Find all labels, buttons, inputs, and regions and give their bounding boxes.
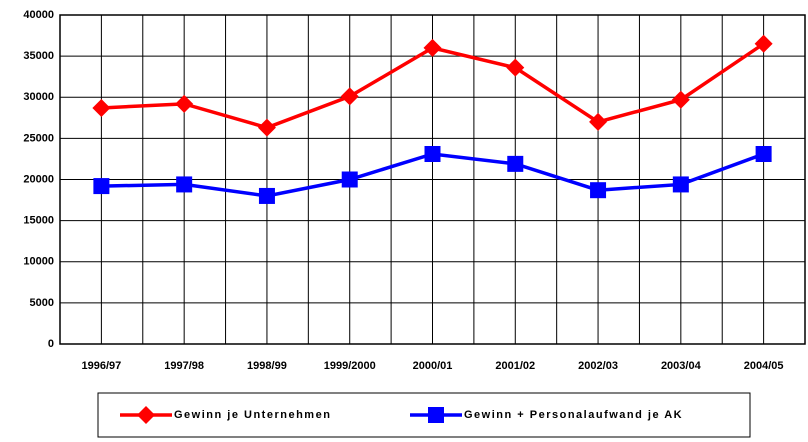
data-point bbox=[589, 112, 608, 131]
data-point bbox=[424, 146, 441, 163]
y-tick-label: 10000 bbox=[23, 256, 54, 268]
y-tick-label: 5000 bbox=[30, 297, 54, 309]
legend-marker bbox=[137, 406, 155, 424]
x-tick-label: 1999/2000 bbox=[324, 360, 376, 372]
x-tick-label: 2003/04 bbox=[661, 360, 702, 372]
x-tick-label: 2000/01 bbox=[413, 360, 453, 372]
legend-label: Gewinn je Unternehmen bbox=[174, 409, 331, 421]
legend-box bbox=[97, 392, 751, 438]
y-tick-label: 20000 bbox=[23, 173, 54, 185]
y-tick-label: 25000 bbox=[23, 132, 54, 144]
x-tick-label: 1997/98 bbox=[164, 360, 204, 372]
data-point bbox=[590, 182, 607, 199]
x-tick-label: 2002/03 bbox=[578, 360, 618, 372]
data-point bbox=[672, 176, 689, 193]
data-point bbox=[340, 87, 359, 106]
data-point bbox=[92, 98, 111, 117]
y-tick-label: 15000 bbox=[23, 215, 54, 227]
data-point bbox=[506, 58, 525, 77]
plot-frame bbox=[59, 14, 806, 345]
x-tick-label: 1996/97 bbox=[82, 360, 122, 372]
data-point bbox=[423, 38, 442, 57]
y-tick-label: 35000 bbox=[23, 50, 54, 62]
data-point bbox=[341, 171, 358, 188]
data-point bbox=[754, 34, 773, 53]
y-tick-label: 0 bbox=[48, 338, 54, 350]
y-tick-label: 30000 bbox=[23, 91, 54, 103]
x-tick-label: 2004/05 bbox=[744, 360, 784, 372]
data-point bbox=[258, 187, 275, 204]
data-point bbox=[671, 90, 690, 109]
data-point bbox=[755, 146, 772, 163]
data-point bbox=[175, 94, 194, 113]
data-point bbox=[93, 178, 110, 195]
x-tick-label: 2001/02 bbox=[495, 360, 535, 372]
data-point bbox=[176, 176, 193, 193]
y-tick-label: 40000 bbox=[23, 9, 54, 21]
legend-label: Gewinn + Personalaufwand je AK bbox=[464, 409, 683, 421]
data-point bbox=[507, 155, 524, 172]
x-tick-label: 1998/99 bbox=[247, 360, 287, 372]
data-point bbox=[257, 118, 276, 137]
legend-marker bbox=[428, 407, 444, 423]
